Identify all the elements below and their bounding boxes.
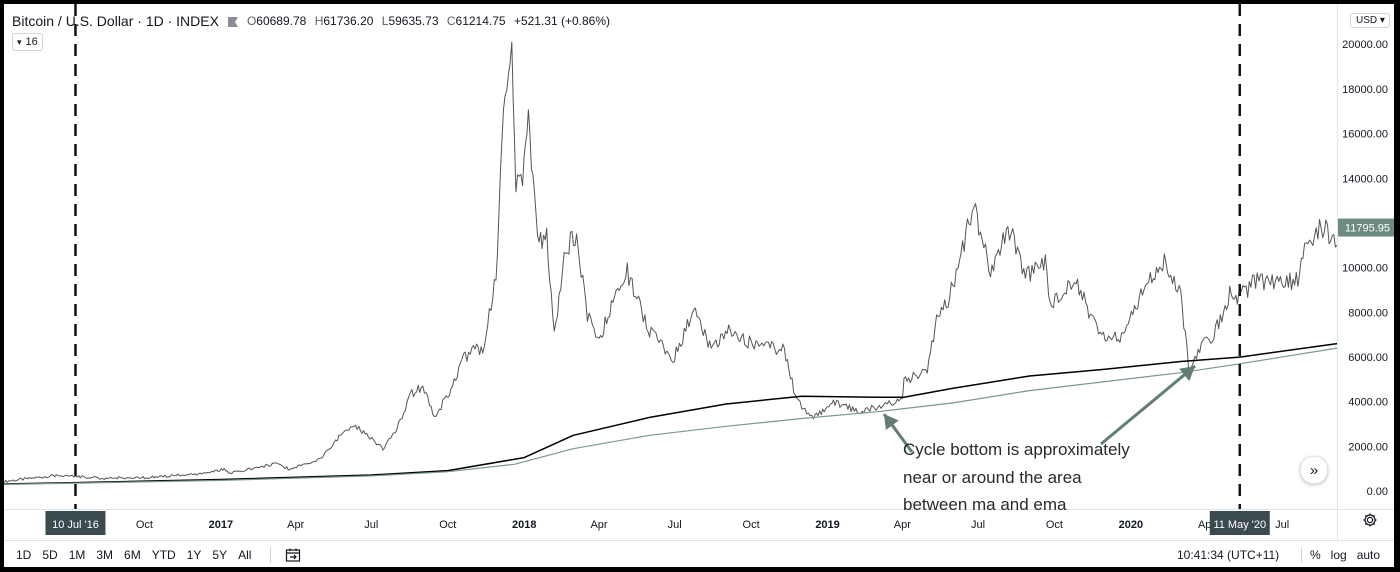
- auto-scale-toggle[interactable]: auto: [1356, 548, 1381, 562]
- x-tick-label: Oct: [136, 519, 153, 531]
- calendar-goto-icon[interactable]: [285, 547, 301, 563]
- x-tick-label: 2020: [1119, 519, 1143, 531]
- range-5d-button[interactable]: 5D: [42, 548, 58, 562]
- double-chevron-right-icon: »: [1309, 461, 1319, 479]
- log-scale-toggle[interactable]: log: [1330, 548, 1347, 562]
- gear-icon[interactable]: [1362, 512, 1378, 528]
- x-tick-label: Jul: [668, 519, 682, 531]
- y-tick-label: 14000.00: [1342, 173, 1388, 185]
- annotation-arrowhead: [1179, 366, 1195, 382]
- bottom-toolbar: 1D 5D 1M 3M 6M YTD 1Y 5Y All 10:41:34 (U…: [4, 540, 1394, 567]
- ma-series-line: [4, 342, 1338, 485]
- chevron-down-icon: ▾: [17, 36, 22, 47]
- annotation-line: between ma and ema: [903, 495, 1067, 514]
- indicator-count: 16: [25, 36, 38, 48]
- percent-scale-toggle[interactable]: %: [1310, 548, 1321, 562]
- price-marker-label: 11795.95: [1345, 223, 1390, 235]
- range-6m-button[interactable]: 6M: [124, 548, 141, 562]
- ohlc-values: O60689.78 H61736.20 L59635.73 C61214.75 …: [247, 14, 610, 28]
- range-5y-button[interactable]: 5Y: [212, 548, 228, 562]
- y-tick-label: 10000.00: [1342, 263, 1388, 275]
- range-ytd-button[interactable]: YTD: [151, 548, 176, 562]
- timezone-clock[interactable]: 10:41:34 (UTC+11): [1177, 548, 1280, 562]
- high-value: 61736.20: [323, 14, 374, 28]
- x-tick-label: 2017: [209, 519, 233, 531]
- chevron-down-icon: ▾: [1379, 15, 1385, 26]
- chart-header: Bitcoin / U.S. Dollar · 1D · INDEX O6068…: [12, 11, 610, 31]
- y-tick-label: 18000.00: [1342, 84, 1388, 96]
- plot-area: [4, 4, 1338, 509]
- y-tick-label: 20000.00: [1342, 39, 1388, 51]
- chart-window: 0.00 2000.00 4000.00 6000.00 8000.00 10000.00…: [4, 4, 1394, 567]
- x-tick-label: Oct: [743, 519, 760, 531]
- x-tick-label: Jul: [971, 519, 985, 531]
- date-marker-box: [1209, 511, 1270, 535]
- y-tick-label: 6000.00: [1348, 352, 1388, 364]
- axes: 0.00 2000.00 4000.00 6000.00 8000.00 10000.00…: [4, 4, 1394, 540]
- low-value: 59635.73: [388, 14, 439, 28]
- date-range-buttons: 1D 5D 1M 3M 6M YTD 1Y 5Y All: [16, 548, 262, 562]
- indicator-legend-toggle[interactable]: ▾ 16: [12, 33, 43, 51]
- y-tick-label: 16000.00: [1342, 129, 1388, 141]
- date-marker-box: [45, 511, 106, 535]
- x-tick-label: Apr: [590, 519, 607, 531]
- close-value: 61214.75: [455, 14, 506, 28]
- date-marker-label: 11 May '20: [1213, 519, 1266, 531]
- range-1y-button[interactable]: 1Y: [186, 548, 202, 562]
- date-marker-label: 10 Jul '16: [52, 519, 99, 531]
- annotation-arrowhead: [884, 414, 899, 431]
- y-tick-label: 0.00: [1367, 486, 1388, 498]
- x-tick-label: 2018: [512, 519, 536, 531]
- x-tick-label: Apr: [894, 519, 911, 531]
- x-tick-label: Oct: [439, 519, 456, 531]
- currency-label: USD: [1356, 15, 1378, 26]
- range-1m-button[interactable]: 1M: [68, 548, 86, 562]
- annotation-line: near or around the area: [903, 467, 1082, 487]
- scale-options: % log auto: [1310, 548, 1390, 562]
- x-tick-label: Apr: [287, 519, 304, 531]
- x-tick-label: 2019: [815, 519, 839, 531]
- open-value: 60689.78: [256, 14, 307, 28]
- index-flag-icon: [227, 15, 239, 27]
- currency-selector[interactable]: USD ▾: [1350, 13, 1390, 28]
- ema-series-line: [4, 347, 1338, 485]
- annotation-line: Cycle bottom is approximately: [903, 440, 1130, 459]
- price-series-line: [4, 41, 1338, 484]
- y-tick-label: 4000.00: [1348, 397, 1388, 409]
- low-label: L: [381, 14, 389, 28]
- x-tick-label: Jul: [364, 519, 378, 531]
- y-tick-label: 8000.00: [1348, 307, 1388, 319]
- range-all-button[interactable]: All: [238, 548, 252, 562]
- x-tick-label: Oct: [1046, 519, 1063, 531]
- y-tick-label: 2000.00: [1348, 441, 1388, 453]
- high-label: H: [314, 14, 324, 28]
- price-marker-box: [1338, 218, 1394, 237]
- range-1d-button[interactable]: 1D: [16, 548, 32, 562]
- x-tick-label: Jul: [1275, 519, 1289, 531]
- price-chart[interactable]: 0.00 2000.00 4000.00 6000.00 8000.00 10000.00…: [4, 4, 1394, 540]
- annotation-arrow: [1100, 364, 1196, 446]
- toolbar-divider: [1301, 547, 1302, 563]
- scroll-to-realtime-button[interactable]: »: [1300, 456, 1328, 484]
- close-label: C: [446, 14, 456, 28]
- change-value: +521.31 (+0.86%): [513, 14, 611, 28]
- symbol-title[interactable]: Bitcoin / U.S. Dollar · 1D · INDEX: [12, 13, 219, 29]
- annotation-text: Cycle bottom is approximately near or ar…: [903, 436, 1130, 519]
- open-label: O: [246, 14, 257, 28]
- range-3m-button[interactable]: 3M: [96, 548, 114, 562]
- toolbar-divider: [270, 547, 271, 563]
